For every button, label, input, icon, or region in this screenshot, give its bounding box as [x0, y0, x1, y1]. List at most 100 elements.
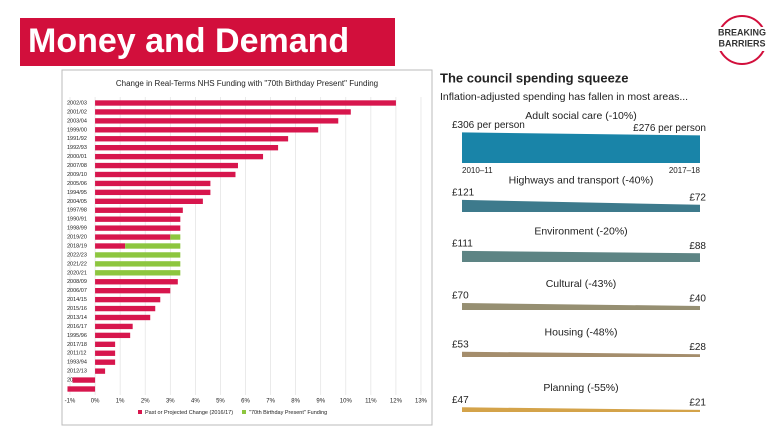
y-tick-label: 1994/95	[67, 190, 87, 196]
bar	[95, 127, 319, 133]
x-tick-label: 10%	[340, 399, 353, 405]
y-tick-label: 2007/08	[67, 163, 87, 169]
value-label: £21	[689, 398, 706, 409]
x-label: 2010–11	[462, 166, 493, 175]
legend-swatch	[242, 410, 246, 414]
panel-label: Environment (-20%)	[534, 226, 627, 238]
value-label: £47	[452, 395, 469, 406]
bar	[95, 243, 126, 249]
value-label: £121	[452, 188, 475, 199]
y-tick-label: 2017/18	[67, 342, 87, 348]
bar	[95, 234, 171, 240]
x-tick-label: 3%	[166, 399, 175, 405]
bar	[95, 279, 178, 285]
panel-label: Adult social care (-10%)	[525, 110, 636, 122]
x-tick-label: 2%	[141, 399, 150, 405]
bar	[95, 368, 106, 374]
chart-subtitle: Inflation-adjusted spending has fallen i…	[440, 91, 688, 103]
panel-label: Cultural (-43%)	[546, 278, 617, 290]
spending-band	[462, 199, 700, 212]
y-tick-label: 1990/91	[67, 217, 87, 223]
bar	[170, 234, 181, 240]
value-label: £72	[689, 192, 706, 203]
chart-title: Change in Real-Terms NHS Funding with "7…	[116, 79, 378, 88]
y-tick-label: 2014/15	[67, 297, 87, 303]
y-tick-label: 1992/93	[67, 145, 87, 151]
bar	[95, 359, 116, 365]
panel-label: Planning (-55%)	[543, 382, 618, 394]
y-tick-label: 2008/09	[67, 279, 87, 285]
bar	[95, 261, 181, 267]
bar	[95, 296, 161, 303]
bar	[95, 323, 133, 330]
y-tick-label: 2020/21	[67, 270, 87, 276]
y-tick-label: 1991/92	[67, 136, 87, 142]
value-label: £53	[452, 339, 469, 350]
value-label: £276 per person	[633, 123, 706, 134]
y-tick-label: 2013/14	[67, 315, 87, 321]
y-tick-label: 2002/03	[67, 100, 87, 106]
y-tick-label: 2006/07	[67, 288, 87, 294]
bar	[95, 216, 181, 222]
y-tick-label: 2015/16	[67, 306, 87, 312]
bar	[95, 153, 264, 160]
y-tick-label: 1998/99	[67, 226, 87, 232]
x-tick-label: 5%	[216, 399, 225, 405]
spending-band	[462, 407, 700, 412]
panel-label: Housing (-48%)	[545, 326, 618, 338]
x-tick-label: -1%	[65, 399, 76, 405]
value-label: £88	[689, 241, 706, 252]
y-tick-label: 2003/04	[67, 118, 87, 124]
bar	[95, 350, 116, 356]
logo-back	[714, 27, 770, 51]
bar	[95, 100, 396, 106]
y-tick-label: 2019/20	[67, 235, 87, 241]
logo-text: BREAKING	[718, 27, 766, 37]
bar	[95, 118, 339, 124]
title-banner	[20, 18, 395, 66]
bar	[95, 162, 238, 169]
bar	[95, 198, 203, 204]
x-tick-label: 12%	[390, 399, 403, 405]
x-tick-label: 1%	[116, 399, 125, 405]
slide-title: Money and Demand	[28, 22, 349, 60]
spending-band	[462, 250, 700, 262]
bar	[95, 225, 181, 231]
bar	[95, 180, 211, 187]
y-tick-label: 2018/19	[67, 243, 87, 249]
spending-band	[462, 351, 700, 357]
x-label: 2017–18	[669, 166, 701, 175]
y-tick-label: 2009/10	[67, 172, 87, 178]
y-tick-label: 1995/96	[67, 333, 87, 339]
bar	[95, 136, 289, 142]
y-tick-label: 2000/01	[67, 154, 87, 160]
bar	[95, 145, 279, 151]
x-tick-label: 13%	[415, 399, 428, 405]
value-label: £306 per person	[452, 120, 525, 131]
bar	[95, 171, 236, 178]
value-label: £70	[452, 291, 469, 302]
x-tick-label: 8%	[291, 399, 300, 405]
y-tick-label: 2005/06	[67, 181, 87, 187]
value-label: £28	[689, 342, 706, 353]
y-tick-label: 2001/02	[67, 109, 87, 115]
spending-band	[462, 132, 700, 163]
x-tick-label: 9%	[316, 399, 325, 405]
x-tick-label: 6%	[241, 399, 250, 405]
chart-title: The council spending squeeze	[440, 70, 629, 85]
x-tick-label: 4%	[191, 399, 200, 405]
legend-label: Past or Projected Change (2016/17)	[145, 410, 233, 416]
y-tick-label: 2004/05	[67, 199, 87, 205]
x-tick-label: 11%	[365, 399, 377, 405]
legend-swatch	[138, 410, 142, 414]
y-tick-label: 2021/22	[67, 261, 87, 267]
bar	[95, 332, 131, 339]
y-tick-label: 1999/00	[67, 127, 87, 133]
bar	[95, 252, 181, 258]
y-tick-label: 2012/13	[67, 369, 87, 375]
bar	[95, 341, 116, 347]
bar	[95, 288, 171, 294]
y-tick-label: 2016/17	[67, 324, 87, 330]
panel-label: Highways and transport (-40%)	[509, 175, 654, 187]
